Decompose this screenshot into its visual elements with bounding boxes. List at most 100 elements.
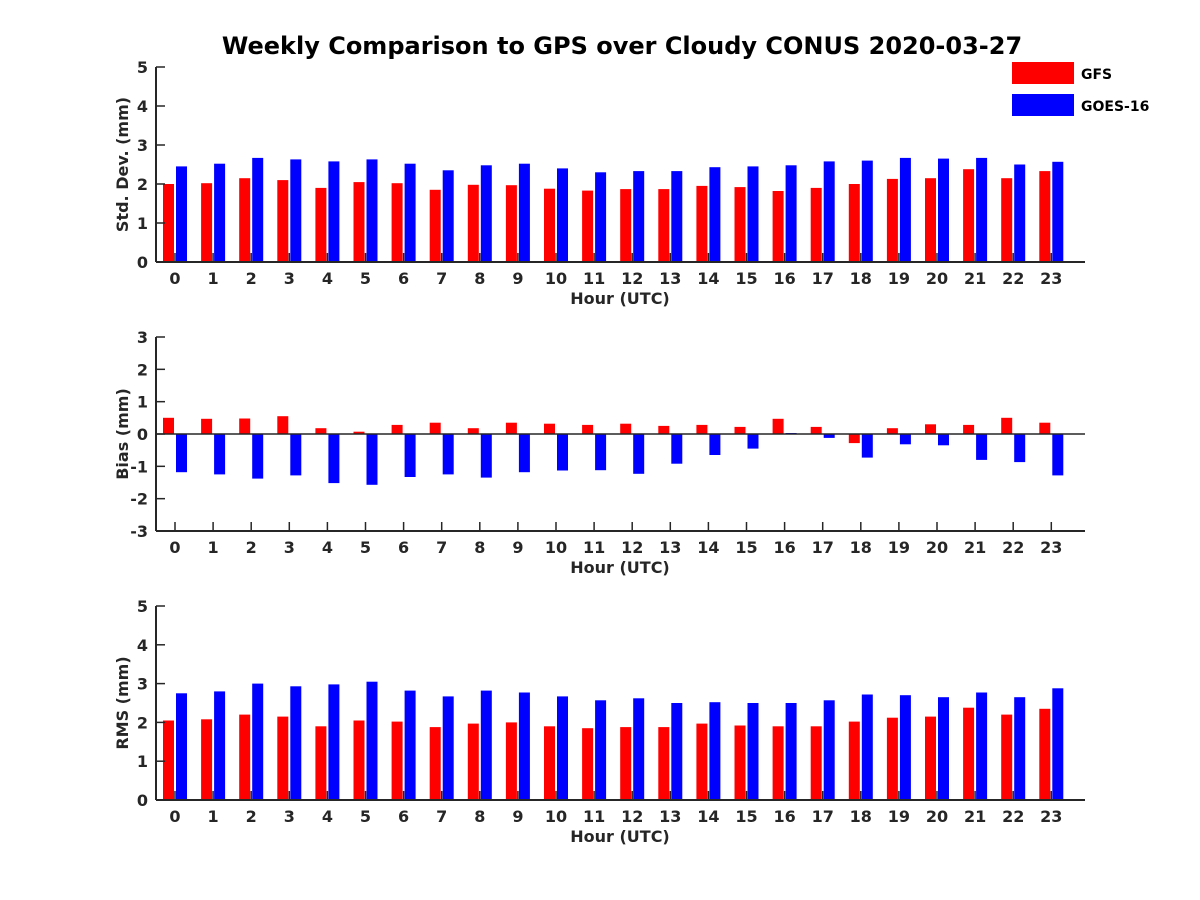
bar-goes16-hour-19: [899, 434, 911, 445]
bar-gfs-hour-4: [315, 428, 327, 434]
y-tick-label: 5: [137, 597, 148, 616]
bar-gfs-hour-6: [391, 424, 403, 434]
x-tick-label: 14: [697, 269, 719, 288]
x-tick-label: 8: [474, 269, 485, 288]
bar-gfs-hour-22: [1001, 714, 1013, 800]
bar-goes16-hour-3: [290, 159, 302, 262]
x-tick-label: 10: [545, 538, 567, 557]
x-tick-label: 11: [583, 538, 605, 557]
bar-goes16-hour-18: [861, 434, 873, 458]
x-tick-label: 8: [474, 538, 485, 557]
y-tick-label: 0: [137, 425, 148, 444]
bar-gfs-hour-2: [239, 418, 251, 434]
bar-goes16-hour-19: [899, 695, 911, 800]
x-tick-label: 1: [208, 807, 219, 826]
bar-gfs-hour-16: [772, 726, 784, 800]
bar-goes16-hour-15: [747, 166, 759, 262]
x-tick-label: 12: [621, 538, 643, 557]
x-tick-label: 17: [812, 538, 834, 557]
x-tick-label: 22: [1002, 269, 1024, 288]
bar-gfs-hour-9: [505, 185, 517, 262]
y-tick-label: 4: [137, 97, 148, 116]
x-tick-label: 11: [583, 269, 605, 288]
x-tick-label: 2: [246, 538, 257, 557]
bar-gfs-hour-2: [239, 714, 251, 800]
bar-goes16-hour-15: [747, 703, 759, 800]
bar-gfs-hour-12: [620, 727, 632, 800]
bar-goes16-hour-12: [633, 171, 645, 262]
bar-gfs-hour-11: [582, 190, 594, 262]
x-tick-label: 4: [322, 269, 333, 288]
x-tick-label: 18: [850, 807, 872, 826]
bar-gfs-hour-5: [353, 182, 365, 262]
x-tick-label: 22: [1002, 538, 1024, 557]
bar-gfs-hour-0: [163, 720, 174, 800]
bar-gfs-hour-17: [810, 426, 822, 434]
bar-gfs-hour-3: [277, 716, 289, 800]
x-tick-label: 9: [512, 269, 523, 288]
bar-gfs-hour-13: [658, 189, 670, 262]
bar-gfs-hour-12: [620, 189, 632, 262]
x-tick-label: 18: [850, 538, 872, 557]
bar-gfs-hour-9: [505, 722, 517, 800]
bar-goes16-hour-11: [595, 700, 607, 800]
legend-swatch-gfs: [1012, 62, 1074, 84]
bar-gfs-hour-20: [925, 424, 936, 434]
bar-goes16-hour-18: [861, 160, 873, 262]
x-tick-label: 4: [322, 807, 333, 826]
bar-goes16-hour-20: [938, 697, 949, 800]
bar-gfs-hour-14: [696, 723, 708, 800]
x-tick-label: 4: [322, 538, 333, 557]
x-tick-label: 21: [964, 807, 986, 826]
y-tick-label: 1: [137, 393, 148, 412]
bar-gfs-hour-13: [658, 727, 670, 800]
x-tick-label: 15: [735, 538, 757, 557]
bar-gfs-hour-21: [963, 424, 975, 434]
bar-goes16-hour-6: [404, 163, 416, 262]
bar-goes16-hour-14: [709, 167, 721, 262]
bar-goes16-hour-4: [328, 434, 340, 484]
x-axis-label: Hour (UTC): [570, 289, 670, 308]
bar-goes16-hour-13: [671, 703, 683, 800]
bar-goes16-hour-7: [442, 696, 454, 800]
x-tick-label: 19: [888, 538, 910, 557]
bar-gfs-hour-15: [734, 187, 746, 262]
x-tick-label: 13: [659, 807, 681, 826]
y-tick-label: 2: [137, 175, 148, 194]
bar-goes16-hour-8: [480, 690, 492, 800]
bar-goes16-hour-18: [861, 694, 873, 800]
bar-gfs-hour-7: [429, 727, 441, 800]
bar-gfs-hour-22: [1001, 417, 1013, 434]
bar-gfs-hour-1: [201, 418, 213, 434]
bar-gfs-hour-14: [696, 424, 708, 434]
x-tick-label: 9: [512, 807, 523, 826]
bar-gfs-hour-3: [277, 416, 289, 434]
x-tick-label: 2: [246, 269, 257, 288]
bar-gfs-hour-7: [429, 189, 441, 262]
bar-gfs-hour-8: [467, 184, 479, 262]
bar-gfs-hour-4: [315, 726, 327, 800]
bar-gfs-hour-21: [963, 707, 975, 800]
bar-gfs-hour-16: [772, 191, 784, 262]
bar-gfs-hour-9: [505, 422, 517, 434]
bar-gfs-hour-18: [848, 721, 860, 800]
bar-gfs-hour-5: [353, 720, 365, 800]
x-tick-label: 1: [208, 538, 219, 557]
bar-gfs-hour-20: [925, 178, 936, 262]
bar-goes16-hour-12: [633, 698, 645, 800]
x-tick-label: 21: [964, 538, 986, 557]
bar-goes16-hour-10: [557, 696, 568, 800]
bar-gfs-hour-23: [1039, 708, 1051, 800]
bar-goes16-hour-1: [214, 691, 226, 800]
y-tick-label: 3: [137, 328, 148, 347]
legend-label-goes16: GOES-16: [1081, 99, 1149, 115]
x-tick-label: 3: [284, 807, 295, 826]
bar-goes16-hour-22: [1014, 164, 1026, 262]
x-tick-label: 0: [169, 807, 180, 826]
x-tick-label: 20: [926, 538, 948, 557]
bar-gfs-hour-7: [429, 422, 441, 434]
x-tick-label: 20: [926, 807, 948, 826]
bar-gfs-hour-15: [734, 725, 746, 800]
